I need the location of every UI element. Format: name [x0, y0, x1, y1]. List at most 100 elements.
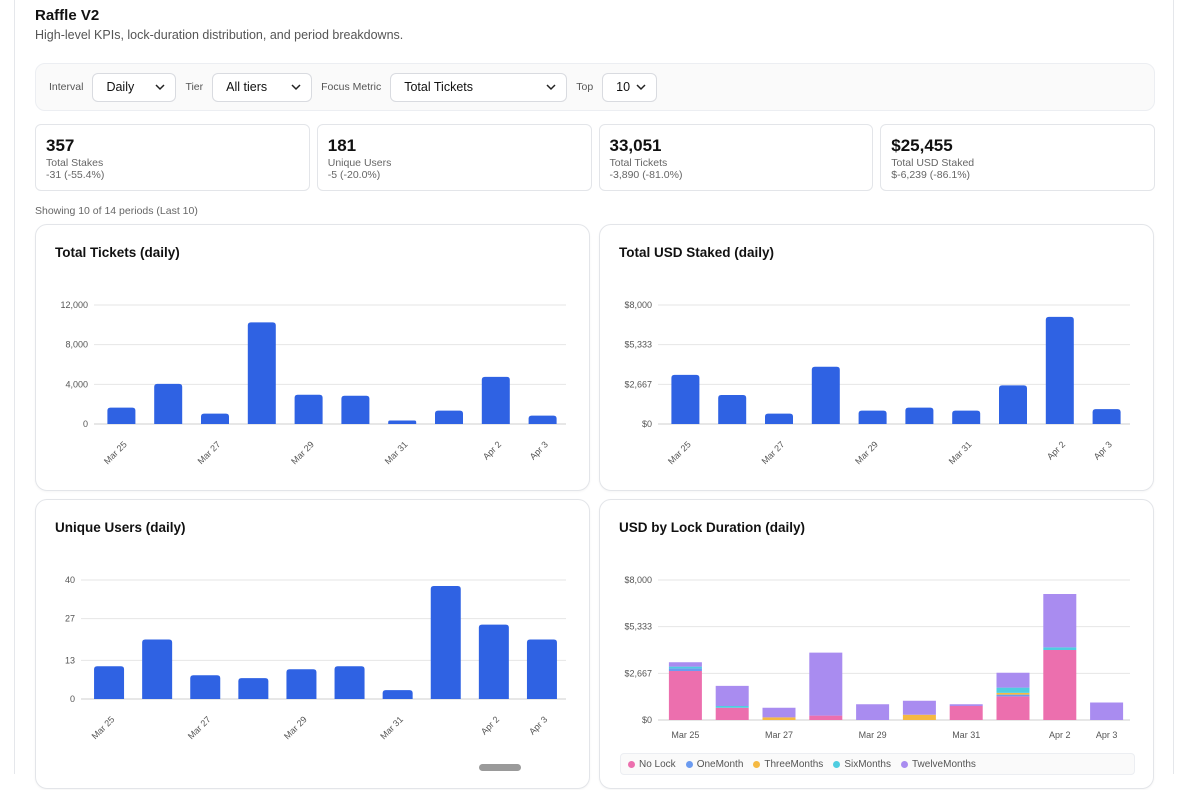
- bar[interactable]: [247, 322, 276, 424]
- focus-metric-select[interactable]: Total Tickets: [390, 72, 568, 102]
- bar[interactable]: [999, 385, 1027, 424]
- chart-legend: No Lock OneMonth ThreeMonths SixMonths Twelv…: [620, 753, 1135, 775]
- bar[interactable]: [765, 413, 793, 424]
- stacked-bar-segment[interactable]: [996, 694, 1030, 697]
- bar[interactable]: [430, 585, 461, 699]
- interval-value: Daily: [106, 80, 135, 94]
- x-tick-label: Apr 3: [1092, 439, 1114, 461]
- bar[interactable]: [154, 383, 183, 424]
- x-tick-label: Mar 25: [666, 439, 693, 466]
- kpi-delta: -5 (-20.0%): [327, 169, 381, 181]
- x-tick-label: Mar 27: [186, 714, 213, 741]
- bar[interactable]: [435, 410, 463, 424]
- stacked-bar-segment[interactable]: [809, 715, 843, 720]
- y-tick-label: $8,000: [624, 300, 652, 310]
- bar[interactable]: [478, 624, 509, 699]
- bar[interactable]: [238, 678, 269, 699]
- focus-metric-label: Focus Metric: [321, 81, 382, 93]
- stacked-bar-segment[interactable]: [715, 706, 749, 708]
- legend-item[interactable]: ThreeMonths: [753, 759, 823, 770]
- stacked-bar-segment[interactable]: [1043, 647, 1077, 650]
- bar[interactable]: [481, 376, 510, 424]
- stacked-bar-segment[interactable]: [668, 671, 702, 720]
- kpi-label: Total Stakes: [46, 157, 104, 169]
- bar[interactable]: [341, 395, 370, 424]
- x-tick-label: Apr 3: [528, 439, 550, 461]
- x-tick-label: Apr 2: [479, 714, 501, 736]
- bar[interactable]: [94, 666, 125, 699]
- bar[interactable]: [201, 413, 229, 424]
- bar[interactable]: [858, 410, 887, 424]
- stacked-bar-segment[interactable]: [902, 714, 936, 720]
- x-tick-label: Mar 25: [671, 730, 699, 740]
- x-tick-label: Mar 31: [952, 730, 980, 740]
- bar[interactable]: [294, 394, 323, 424]
- legend-dot-icon: [628, 760, 635, 768]
- bar[interactable]: [528, 415, 557, 424]
- stacked-bar-segment[interactable]: [762, 707, 796, 718]
- x-tick-label: Apr 3: [1096, 730, 1118, 740]
- kpi-label: Total Tickets: [609, 157, 668, 169]
- stacked-bar-segment[interactable]: [996, 696, 1030, 720]
- bar[interactable]: [526, 639, 557, 700]
- stacked-bar-segment[interactable]: [668, 668, 702, 671]
- stacked-bar-segment[interactable]: [996, 692, 1030, 695]
- bar[interactable]: [142, 639, 173, 700]
- legend-label: TwelveMonths: [912, 758, 976, 770]
- bar[interactable]: [334, 666, 365, 699]
- stacked-bar-segment[interactable]: [715, 707, 749, 720]
- tier-select[interactable]: All tiers: [212, 72, 313, 102]
- stacked-bar-segment[interactable]: [1043, 594, 1077, 648]
- legend-item[interactable]: TwelveMonths: [901, 759, 976, 770]
- stacked-bar-segment[interactable]: [762, 717, 796, 720]
- chart-title: Unique Users (daily): [55, 520, 186, 535]
- bar[interactable]: [286, 669, 317, 699]
- stacked-bar-segment[interactable]: [1043, 650, 1077, 720]
- bar[interactable]: [107, 407, 136, 424]
- x-tick-label: Mar 25: [90, 714, 117, 741]
- bar[interactable]: [952, 410, 981, 424]
- bar[interactable]: [388, 420, 417, 424]
- y-tick-label: 40: [65, 575, 75, 585]
- legend-label: SixMonths: [844, 758, 891, 770]
- top-select[interactable]: 10: [602, 72, 658, 102]
- bar[interactable]: [382, 690, 413, 699]
- page-subtitle: High-level KPIs, lock-duration distribut…: [35, 28, 404, 42]
- legend-label: No Lock: [639, 758, 676, 770]
- interval-select[interactable]: Daily: [92, 72, 177, 102]
- bar[interactable]: [905, 407, 934, 424]
- chart-card-usd-by-lock-duration: USD by Lock Duration (daily) $0 $2,667 $5,…: [599, 499, 1154, 789]
- top-value: 10: [616, 80, 631, 94]
- bar[interactable]: [671, 374, 700, 424]
- y-tick-label: $8,000: [624, 575, 652, 585]
- legend-item[interactable]: OneMonth: [685, 759, 743, 770]
- y-tick-label: 8,000: [65, 340, 88, 350]
- y-tick-label: $0: [642, 715, 652, 725]
- stacked-bar-segment[interactable]: [996, 687, 1030, 693]
- stacked-bar-segment[interactable]: [996, 672, 1030, 688]
- bar[interactable]: [811, 366, 840, 424]
- stacked-bar-segment[interactable]: [949, 704, 983, 706]
- legend-dot-icon: [685, 760, 693, 768]
- bar[interactable]: [718, 394, 747, 424]
- stacked-bar-segment[interactable]: [902, 700, 936, 715]
- stacked-bar-segment[interactable]: [809, 652, 843, 716]
- stacked-bar-segment[interactable]: [715, 685, 749, 706]
- stacked-bar-segment[interactable]: [856, 704, 890, 720]
- y-tick-label: 0: [83, 419, 88, 429]
- horizontal-scrollbar[interactable]: [479, 764, 521, 771]
- stacked-bar-segment[interactable]: [949, 706, 983, 720]
- chart-unique-users: 0 13 27 40 Mar 25 Mar 27 Mar 29 Mar 31 Apr 2 Apr …: [65, 575, 566, 741]
- stacked-bar-segment[interactable]: [668, 662, 702, 667]
- bar[interactable]: [1045, 316, 1074, 424]
- bar[interactable]: [1092, 409, 1121, 424]
- bar[interactable]: [190, 675, 221, 699]
- legend-item[interactable]: SixMonths: [833, 759, 891, 770]
- legend-dot-icon: [753, 760, 761, 768]
- x-tick-label: Mar 27: [765, 730, 793, 740]
- legend-item[interactable]: No Lock: [628, 759, 676, 770]
- kpi-delta: -3,890 (-81.0%): [609, 169, 683, 181]
- chart-card-total-usd-staked: Total USD Staked (daily) $0 $2,667 $5,333 $…: [599, 224, 1154, 491]
- stacked-bar-segment[interactable]: [668, 666, 702, 669]
- stacked-bar-segment[interactable]: [1090, 702, 1124, 721]
